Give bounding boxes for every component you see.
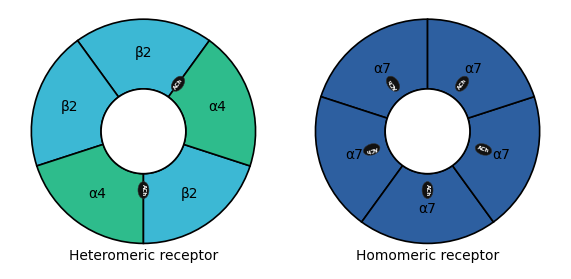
Ellipse shape (171, 76, 184, 91)
Wedge shape (37, 145, 143, 243)
Text: α7: α7 (464, 62, 482, 76)
Ellipse shape (456, 76, 469, 91)
Wedge shape (361, 165, 493, 243)
Text: α4: α4 (89, 187, 107, 201)
Text: ACh: ACh (425, 184, 430, 196)
Text: α7: α7 (419, 201, 436, 216)
Text: ACh: ACh (141, 184, 146, 196)
Text: α4: α4 (208, 100, 227, 114)
Ellipse shape (138, 182, 149, 199)
Text: Homomeric receptor: Homomeric receptor (356, 249, 499, 263)
Wedge shape (78, 19, 210, 97)
Text: β2: β2 (135, 46, 152, 60)
Circle shape (385, 89, 470, 174)
Text: α7: α7 (345, 148, 363, 162)
Circle shape (101, 89, 186, 174)
Text: β2: β2 (180, 187, 198, 201)
Ellipse shape (475, 144, 492, 155)
Wedge shape (168, 41, 256, 166)
Wedge shape (143, 145, 250, 243)
Text: α7: α7 (492, 148, 510, 162)
Wedge shape (452, 97, 540, 222)
Text: ACh: ACh (365, 145, 378, 154)
Text: Heteromeric receptor: Heteromeric receptor (69, 249, 218, 263)
Text: β2: β2 (61, 100, 78, 114)
Wedge shape (321, 19, 428, 118)
Text: ACh: ACh (172, 77, 184, 90)
Text: ACh: ACh (457, 77, 468, 90)
Wedge shape (31, 41, 119, 166)
Ellipse shape (422, 182, 433, 199)
Ellipse shape (387, 76, 400, 91)
Text: ACh: ACh (477, 145, 490, 154)
Wedge shape (428, 19, 534, 118)
Ellipse shape (363, 144, 380, 155)
Text: α7: α7 (373, 62, 391, 76)
Wedge shape (315, 97, 403, 222)
Text: ACh: ACh (387, 77, 399, 90)
